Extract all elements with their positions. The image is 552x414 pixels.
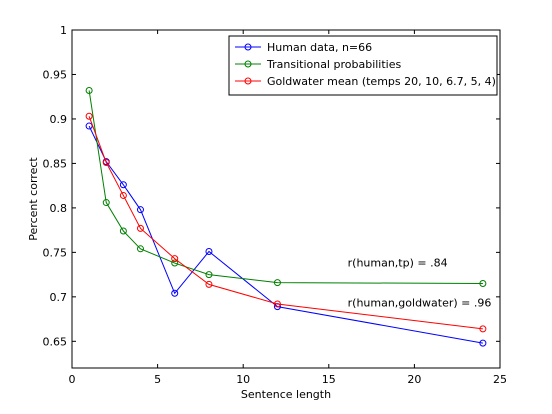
legend-swatch-marker bbox=[244, 60, 252, 68]
y-tick-label: 0.9 bbox=[50, 113, 68, 126]
series-2-point bbox=[205, 271, 213, 279]
series-3-point bbox=[171, 255, 179, 263]
legend-entry-3: Goldwater mean (temps 20, 10, 6.7, 5, 4) bbox=[267, 75, 496, 88]
series-1-point bbox=[119, 181, 127, 189]
series-2-point bbox=[119, 227, 127, 235]
x-tick-label: 10 bbox=[236, 373, 250, 386]
x-tick-label: 5 bbox=[154, 373, 161, 386]
x-tick-label: 20 bbox=[407, 373, 421, 386]
annotation-1: r(human,tp) = .84 bbox=[348, 257, 448, 270]
series-2-point bbox=[102, 199, 110, 207]
series-2-point bbox=[171, 259, 179, 267]
series-line-2 bbox=[88, 90, 483, 284]
series-1-point bbox=[205, 247, 213, 255]
series-line-3 bbox=[88, 116, 483, 330]
x-axis-label: Sentence length bbox=[241, 388, 331, 401]
legend-swatch-marker bbox=[244, 77, 252, 85]
series-2-point bbox=[85, 86, 93, 94]
series-2-point bbox=[136, 245, 144, 253]
legend-box bbox=[228, 35, 498, 96]
annotations: r(human,tp) = .84 r(human,goldwater) = .9… bbox=[348, 257, 492, 310]
series-3-point bbox=[136, 224, 144, 232]
axes-layer: 0 5 10 15 20 25 0.65 0.7 0.75 0.8 0.85 0.9 0.95 1 bbox=[43, 24, 508, 386]
series-3-point bbox=[205, 280, 213, 288]
series-2-point bbox=[479, 280, 487, 287]
y-tick-label: 1 bbox=[60, 24, 67, 37]
series-3-point bbox=[102, 159, 110, 167]
y-tick-label: 0.7 bbox=[50, 291, 68, 304]
series-1-point bbox=[171, 289, 179, 297]
y-tick-label: 0.85 bbox=[43, 157, 68, 170]
annotation-2: r(human,goldwater) = .96 bbox=[348, 297, 492, 310]
legend: Human data, n=66 Transitional probabiliti… bbox=[228, 35, 498, 96]
legend-swatch-marker bbox=[244, 43, 252, 51]
y-axis-label: Percent correct bbox=[27, 157, 40, 241]
legend-entry-1: Human data, n=66 bbox=[267, 41, 372, 54]
y-tick-label: 0.8 bbox=[50, 202, 68, 215]
y-tick-label: 0.75 bbox=[43, 246, 68, 259]
legend-entry-2: Transitional probabilities bbox=[266, 58, 401, 71]
x-tick-label: 25 bbox=[493, 373, 507, 386]
y-tick-label: 0.65 bbox=[43, 335, 68, 348]
series-3-point bbox=[85, 112, 93, 120]
series-1-point bbox=[85, 122, 93, 130]
series-1-point bbox=[136, 206, 144, 214]
series-layer bbox=[85, 86, 487, 347]
series-line-1 bbox=[88, 125, 483, 344]
x-tick-label: 15 bbox=[322, 373, 336, 386]
series-1-point bbox=[479, 339, 487, 347]
x-tick-label: 0 bbox=[69, 373, 76, 386]
series-3-point bbox=[479, 325, 487, 333]
series-3-point bbox=[119, 191, 127, 199]
series-2-point bbox=[273, 279, 281, 287]
axes-box bbox=[71, 29, 501, 369]
y-tick-label: 0.95 bbox=[43, 68, 68, 81]
series-3-point bbox=[273, 300, 281, 308]
